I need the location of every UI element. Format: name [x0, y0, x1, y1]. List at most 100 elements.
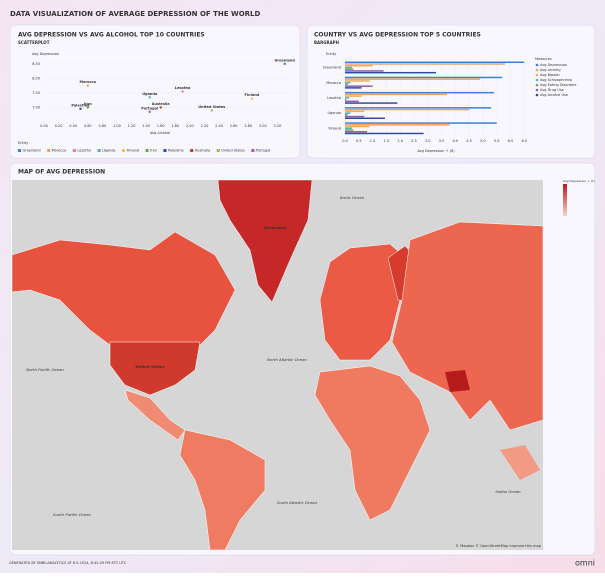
bar	[345, 91, 494, 94]
brand: omni	[575, 559, 595, 568]
panel-title: COUNTRY VS AVG DEPRESSION TOP 5 COUNTRIE…	[314, 32, 481, 39]
x-tick-label: 6.0	[508, 139, 514, 143]
legend-swatch	[251, 149, 255, 152]
panel	[9, 24, 301, 159]
x-tick-label: 1.80	[171, 124, 179, 128]
point-label: Australia	[152, 102, 170, 106]
land	[179, 429, 266, 551]
bar	[345, 76, 503, 79]
legend-label: Avg Schizophrenia	[540, 78, 572, 82]
point	[86, 106, 89, 109]
bar	[345, 95, 362, 97]
map-label: North Pacific Ocean	[26, 367, 64, 372]
point	[283, 62, 286, 66]
land	[109, 341, 201, 396]
land	[124, 389, 186, 441]
x-tick-label: 3.5	[439, 139, 445, 143]
bar	[345, 114, 348, 116]
panel-subtitle: SCATTERPLOT	[18, 40, 50, 45]
point-label: Palestine	[71, 103, 90, 107]
x-tick-label: 5.0	[480, 139, 486, 143]
point	[159, 106, 162, 109]
land	[319, 243, 411, 361]
bar	[345, 98, 347, 101]
point	[181, 90, 184, 93]
point-label: Iran	[84, 102, 92, 106]
bar	[345, 93, 448, 96]
x-axis-label: Avg Alcohol	[150, 131, 170, 135]
legend-swatch	[145, 149, 149, 152]
x-tick-label: 1.40	[142, 124, 150, 128]
bar	[345, 124, 450, 126]
legend-title: Entity	[18, 141, 28, 145]
bar	[345, 81, 351, 84]
panel-title: AVG DEPRESSION VS AVG ALCOHOL TOP 10 COU…	[18, 32, 205, 39]
y-tick-label: 7.00	[32, 105, 40, 109]
legend-label: Iran	[150, 149, 157, 153]
bar	[345, 97, 350, 99]
map-label: Indian Ocean	[495, 489, 521, 494]
legend-label: Lesotho	[77, 149, 91, 153]
y-tick-label: 7.50	[32, 91, 40, 95]
x-tick-label: 2.20	[201, 124, 209, 128]
bar	[345, 127, 352, 130]
bar	[345, 122, 497, 124]
bar	[345, 70, 384, 72]
bar	[345, 83, 348, 86]
x-axis-label: Avg Depression + (6)	[417, 149, 455, 153]
bar	[345, 68, 354, 70]
x-tick-label: 5.5	[494, 139, 500, 143]
legend-label: Uganda	[102, 149, 116, 153]
bar	[345, 100, 359, 103]
page-title: DATA VISUALIZATION OF AVERAGE DEPRESSION…	[10, 10, 261, 18]
x-tick-label: 2.40	[215, 124, 223, 128]
bar	[345, 110, 365, 113]
legend-swatch	[535, 93, 539, 97]
legend-label: Avg Alcohol Use	[540, 93, 568, 97]
land	[445, 370, 470, 392]
y-tick-label: Lesotho	[327, 96, 341, 100]
map	[11, 179, 544, 551]
point-label: Uganda	[142, 92, 158, 96]
point-label: United States	[198, 105, 225, 109]
x-tick-label: 0.80	[98, 124, 106, 128]
y-tick-label: Greenland	[323, 66, 341, 70]
point	[148, 96, 151, 99]
x-tick-label: 4.0	[453, 139, 459, 143]
bar	[345, 115, 365, 118]
x-tick-label: 2.5	[411, 139, 417, 143]
point-label: Greenland	[275, 58, 296, 62]
legend-label: Palestine	[168, 149, 184, 153]
x-tick-label: 1.00	[113, 124, 121, 128]
x-tick-label: 4.5	[466, 139, 472, 143]
x-tick-label: 0.0	[342, 139, 348, 143]
x-tick-label: 1.5	[384, 139, 390, 143]
point-label: Lesotho	[175, 86, 191, 90]
x-tick-label: 1.60	[157, 124, 165, 128]
map-label: United States	[135, 364, 165, 369]
point	[210, 109, 213, 112]
bar	[345, 125, 370, 128]
legend-label: Morocco	[52, 149, 67, 153]
map-legend-title: Avg Depression + (1)	[563, 179, 595, 183]
legend-swatch	[535, 73, 539, 77]
bar	[345, 63, 505, 65]
panel-title: MAP OF AVG DEPRESSION	[18, 169, 105, 176]
legend-swatch	[122, 149, 126, 152]
land	[500, 445, 540, 480]
bar	[345, 71, 436, 74]
bar	[345, 112, 351, 114]
bar	[345, 87, 362, 89]
bar	[345, 129, 354, 131]
panel-subtitle: BARGRAPH	[314, 40, 339, 45]
legend-label: Portugal	[256, 149, 271, 153]
bar	[345, 108, 470, 111]
legend-label: Finland	[127, 149, 140, 153]
bar	[345, 64, 373, 67]
land	[217, 179, 313, 303]
x-tick-label: 0.00	[40, 124, 48, 128]
x-tick-label: 3.20	[274, 124, 282, 128]
y-tick-label: Morocco	[326, 81, 341, 85]
y-tick-label: Uganda	[327, 111, 341, 115]
